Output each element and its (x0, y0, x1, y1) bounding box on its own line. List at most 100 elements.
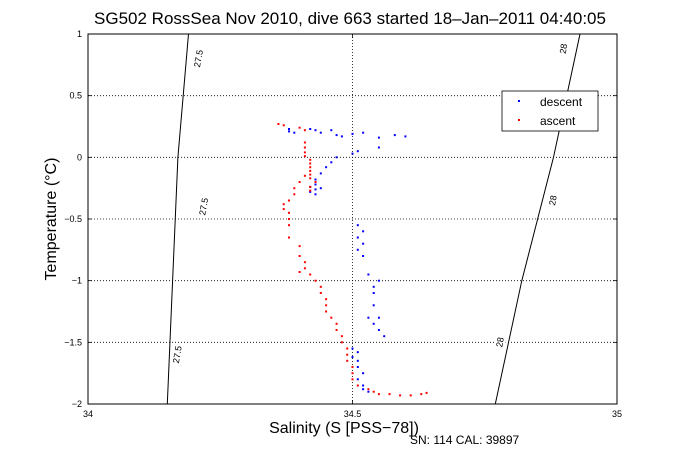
x-tick-label: 35 (612, 409, 622, 419)
descent-point (309, 190, 312, 193)
descent-point (330, 161, 333, 164)
density-contours: 27.5 27.5 27.5 28 28 28 (166, 33, 581, 405)
ascent-point (303, 267, 306, 270)
ascent-point (303, 155, 306, 158)
legend: descent ascent (501, 90, 599, 132)
descent-point (314, 183, 317, 186)
contour-label: 27.5 (192, 49, 205, 68)
ascent-point (309, 162, 312, 165)
isopycnal-line (166, 33, 189, 405)
ascent-series (277, 123, 428, 397)
descent-point (362, 255, 365, 257)
descent-point (362, 388, 365, 391)
descent-point (351, 132, 354, 135)
legend-box (501, 90, 599, 132)
descent-point (351, 152, 354, 155)
descent-point (377, 316, 380, 319)
descent-point (367, 273, 370, 276)
legend-marker-descent (518, 100, 520, 102)
descent-point (377, 279, 380, 282)
ascent-point (303, 141, 306, 144)
descent-point (383, 335, 386, 338)
ascent-point (314, 181, 317, 183)
contour-label-bg (559, 38, 570, 59)
y-tick-label: −1.5 (64, 337, 82, 347)
descent-point (314, 129, 317, 132)
descent-point (335, 134, 338, 137)
ascent-point (314, 279, 317, 282)
ascent-point (282, 124, 285, 127)
descent-point (335, 156, 338, 159)
descent-point (314, 178, 317, 181)
y-tick-label: 0 (77, 152, 82, 162)
x-axis-label: Salinity (S [PSS−78]) (269, 420, 419, 437)
ascent-point (388, 393, 391, 396)
descent-point (367, 316, 370, 319)
descent-point (377, 146, 380, 149)
serial-cal-footer: SN: 114 CAL: 39897 (410, 433, 520, 447)
x-tick-label: 34 (83, 409, 93, 419)
ascent-point (309, 177, 312, 180)
descent-point (319, 187, 322, 190)
descent-point (309, 128, 312, 130)
descent-point (362, 230, 365, 233)
descent-point (330, 129, 333, 132)
ascent-point (309, 189, 312, 192)
descent-point (377, 136, 380, 139)
ascent-point (298, 271, 301, 273)
descent-point (356, 150, 359, 153)
descent-point (372, 304, 375, 307)
ascent-point (303, 174, 306, 177)
ascent-point (288, 236, 290, 239)
chart-title: SG502 RossSea Nov 2010, dive 663 started… (94, 9, 606, 28)
ascent-point (309, 166, 312, 169)
y-tick-label: −1 (72, 276, 82, 286)
x-tick-label: 34.5 (344, 409, 362, 419)
ascent-point (298, 181, 301, 183)
ascent-point (351, 372, 354, 375)
ascent-point (298, 245, 301, 248)
descent-point (340, 135, 343, 138)
legend-label-descent: descent (540, 95, 583, 109)
ascent-point (288, 218, 290, 220)
descent-point (372, 322, 375, 325)
ascent-point (309, 169, 312, 172)
ascent-point (425, 391, 428, 394)
ascent-point (303, 151, 306, 154)
ascent-point (309, 273, 312, 276)
ascent-point (335, 322, 338, 325)
descent-point (288, 130, 290, 133)
ascent-point (293, 193, 296, 196)
descent-point (377, 329, 380, 331)
descent-point (356, 248, 359, 251)
descent-point (351, 356, 354, 359)
descent-point (356, 236, 359, 239)
descent-point (293, 131, 296, 134)
ascent-point (309, 185, 312, 188)
contour-label: 28 (547, 195, 559, 207)
contour-label-bg (199, 196, 210, 217)
descent-point (356, 359, 359, 362)
descent-point (393, 134, 396, 137)
ascent-point (377, 393, 380, 396)
y-tick-label: 1 (77, 29, 82, 39)
ascent-point (298, 126, 301, 129)
legend-label-ascent: ascent (540, 114, 576, 128)
ascent-point (325, 304, 328, 307)
y-tick-label: −0.5 (64, 214, 82, 224)
ascent-point (309, 158, 312, 161)
descent-point (314, 188, 317, 191)
descent-point (362, 242, 365, 245)
ascent-point (346, 347, 349, 350)
descent-point (362, 372, 365, 375)
descent-point (356, 351, 359, 354)
contour-label: 27.5 (197, 197, 210, 216)
descent-point (288, 128, 290, 130)
x-axis-ticks: 34 34.5 35 (83, 34, 622, 419)
descent-point (351, 347, 354, 350)
contour-label: 28 (494, 336, 506, 348)
ascent-point (303, 146, 306, 149)
contour-label: 27.5 (171, 345, 184, 364)
ascent-point (325, 298, 328, 301)
